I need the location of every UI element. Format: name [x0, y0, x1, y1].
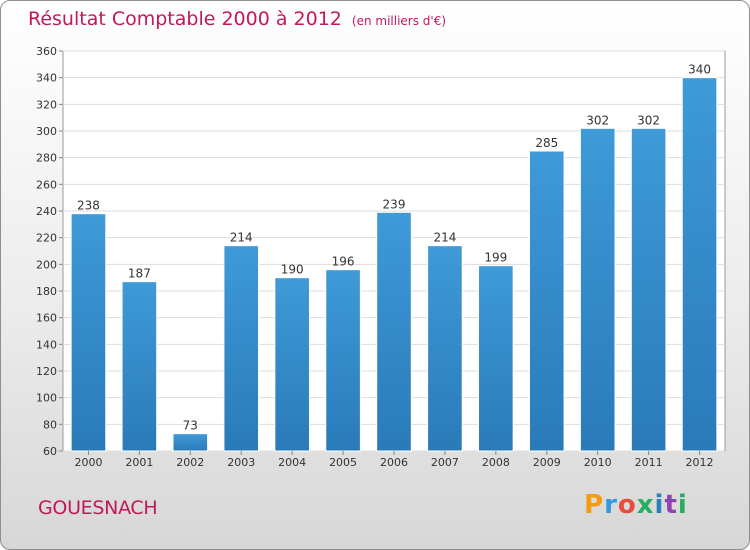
x-tick-label: 2009	[533, 456, 561, 469]
bar	[274, 277, 310, 452]
bar-value-label: 302	[637, 113, 660, 127]
logo-letter: o	[617, 490, 637, 520]
x-tick-label: 2011	[635, 456, 663, 469]
logo-letter: x	[636, 490, 655, 520]
bar-value-label: 285	[535, 136, 558, 150]
y-tick-label: 200	[36, 258, 57, 271]
bar	[427, 245, 463, 452]
y-tick-label: 360	[36, 45, 57, 58]
x-tick-label: 2006	[380, 456, 408, 469]
bar	[121, 281, 158, 452]
y-tick-label: 80	[43, 418, 57, 431]
bar-value-label: 239	[383, 197, 406, 211]
bar	[478, 265, 514, 452]
bar-value-label: 190	[281, 263, 304, 277]
logo-letter: r	[604, 490, 618, 520]
proxiti-logo: Proxiti	[584, 490, 688, 520]
chart-title-block: Résultat Comptable 2000 à 2012 (en millie…	[28, 8, 446, 30]
y-tick-label: 120	[36, 365, 57, 378]
bar	[630, 127, 667, 452]
logo-letter: i	[654, 490, 665, 520]
bar	[528, 150, 565, 452]
logo-letter: i	[677, 490, 688, 520]
bar	[376, 211, 412, 452]
x-tick-label: 2001	[125, 456, 153, 469]
bar	[223, 245, 260, 452]
x-tick-label: 2003	[227, 456, 255, 469]
x-tick-label: 2010	[584, 456, 612, 469]
y-tick-label: 300	[36, 125, 57, 138]
location-label: GOUESNACH	[38, 497, 158, 519]
y-tick-label: 160	[36, 312, 57, 325]
bar-value-label: 73	[183, 419, 198, 433]
bar	[579, 127, 616, 452]
bar	[70, 213, 107, 452]
bar-value-label: 340	[688, 63, 711, 77]
bar-value-label: 187	[128, 267, 151, 281]
bar-value-label: 238	[77, 199, 100, 213]
chart-subtitle: (en milliers d'€)	[351, 14, 447, 28]
y-tick-label: 180	[36, 285, 57, 298]
y-tick-label: 60	[43, 445, 57, 458]
bar-value-label: 196	[332, 255, 355, 269]
bar-value-label: 214	[230, 231, 253, 245]
bar-value-label: 214	[433, 231, 456, 245]
y-tick-label: 100	[36, 392, 57, 405]
logo-letter: t	[664, 490, 678, 520]
x-tick-label: 2000	[74, 456, 102, 469]
y-tick-label: 320	[36, 98, 57, 111]
logo-letter: P	[584, 490, 605, 520]
chart-title: Résultat Comptable 2000 à 2012	[28, 8, 342, 30]
x-tick-label: 2007	[431, 456, 459, 469]
bar	[325, 269, 361, 452]
x-tick-label: 2002	[176, 456, 204, 469]
y-tick-label: 340	[36, 72, 57, 85]
y-tick-label: 280	[36, 152, 57, 165]
bar	[681, 77, 718, 452]
y-tick-label: 260	[36, 178, 57, 191]
x-tick-label: 2012	[686, 456, 714, 469]
y-tick-label: 140	[36, 338, 57, 351]
y-tick-label: 240	[36, 205, 57, 218]
bar-value-label: 199	[484, 251, 507, 265]
x-tick-label: 2004	[278, 456, 306, 469]
y-tick-label: 220	[36, 232, 57, 245]
x-tick-label: 2008	[482, 456, 510, 469]
bar	[172, 433, 209, 452]
x-tick-label: 2005	[329, 456, 357, 469]
bar-value-label: 302	[586, 113, 609, 127]
